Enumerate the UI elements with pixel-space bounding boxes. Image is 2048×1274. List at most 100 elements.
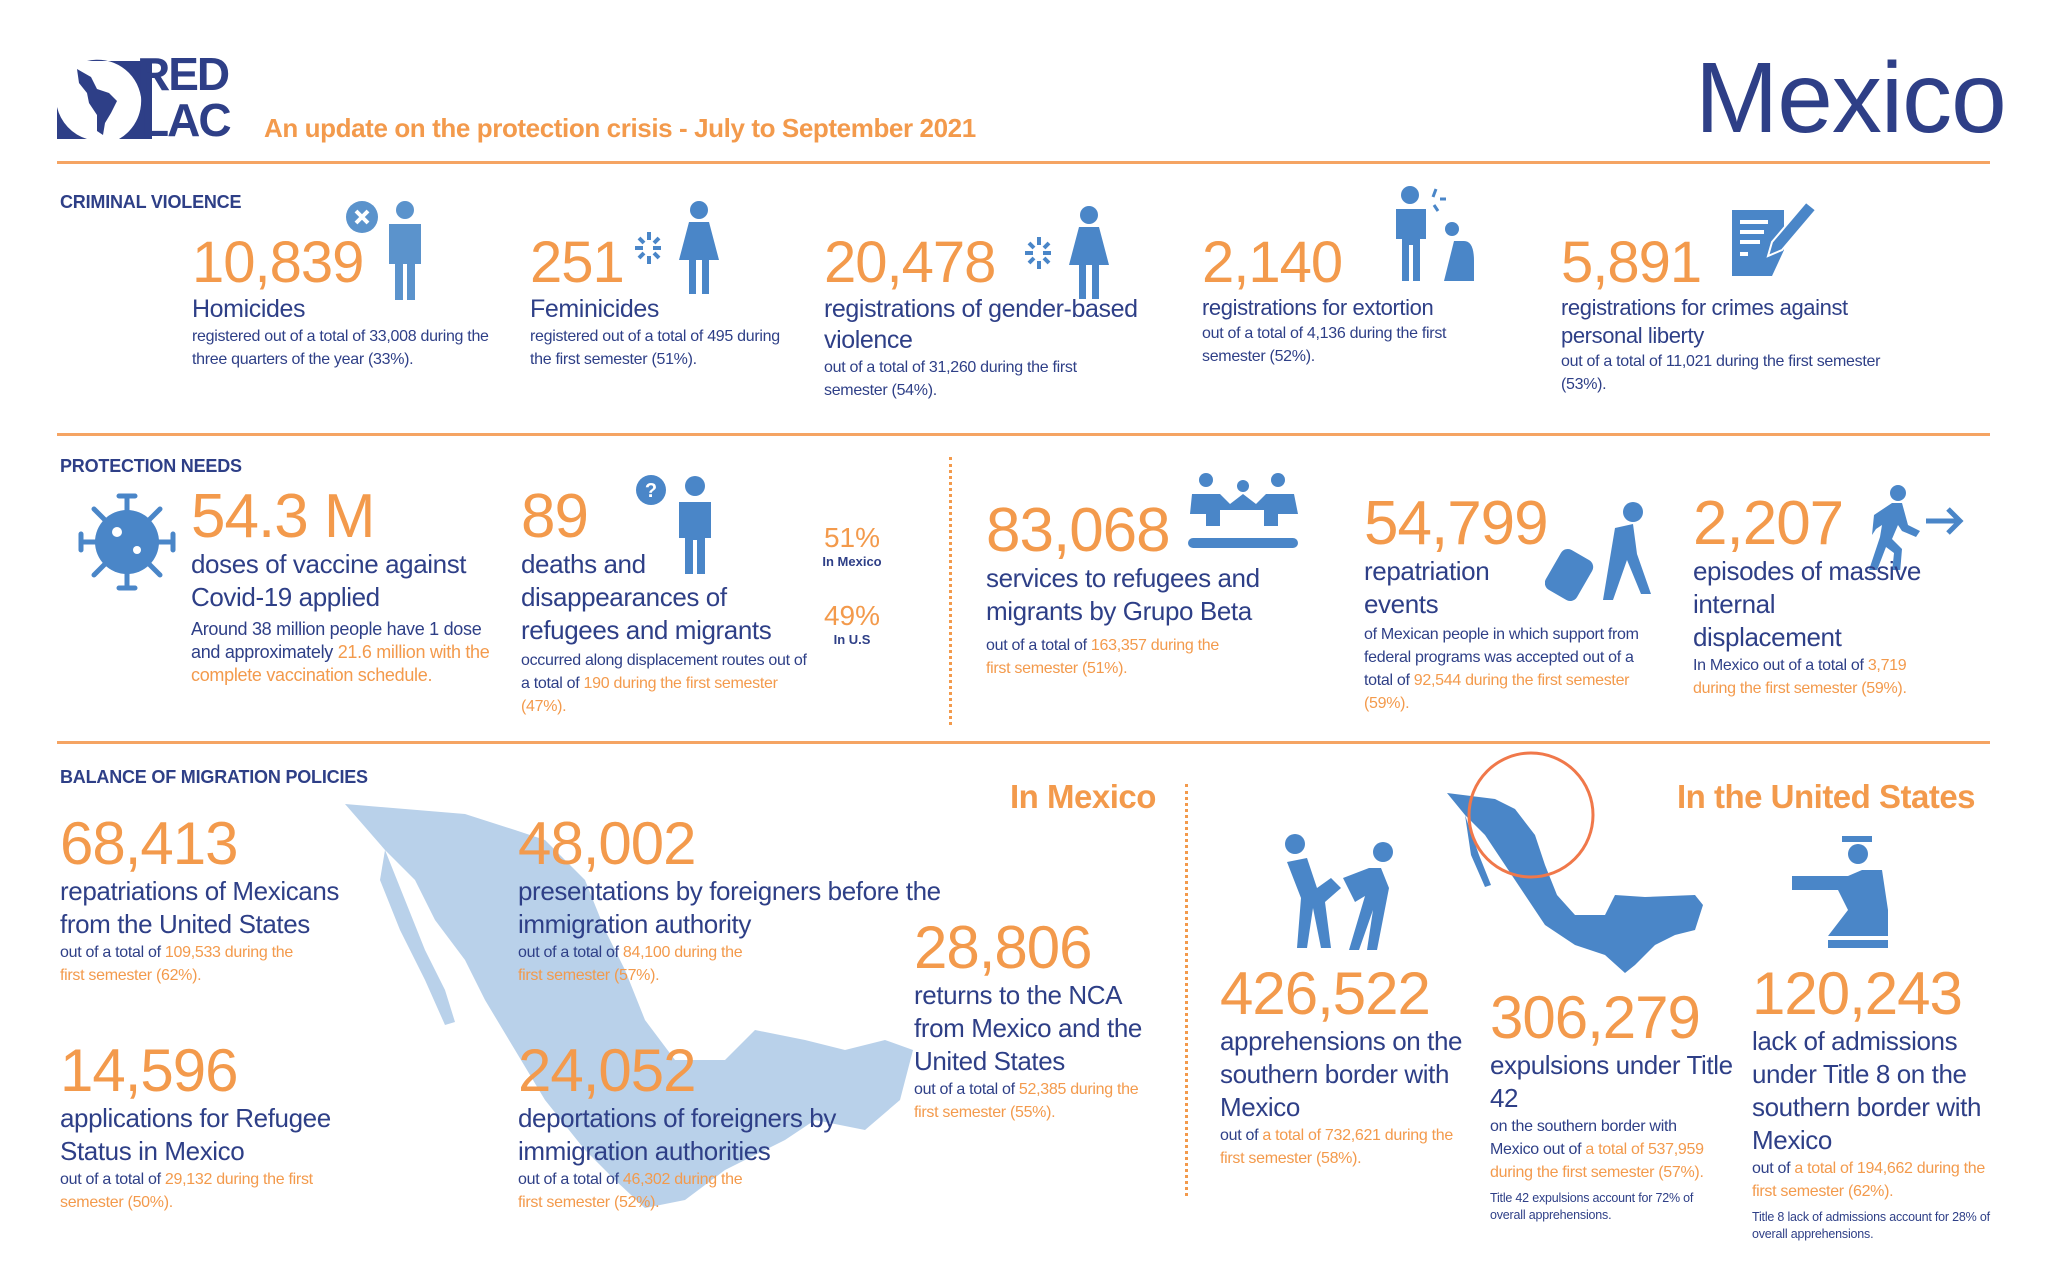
desc-text: out of a total of [60, 1171, 161, 1188]
traveler-luggage-icon [1545, 502, 1651, 601]
stat-desc: out of a total of 4,136 during the first… [1202, 325, 1447, 365]
section-title-criminal-violence: CRIMINAL VIOLENCE [60, 192, 242, 212]
stat-label: repatriations of Mexicans from the Unite… [60, 876, 340, 939]
stat-label: services to refugees and migrants by Gru… [986, 563, 1260, 626]
section-title-migration-policies: BALANCE OF MIGRATION POLICIES [60, 767, 368, 787]
stat-presentations-immigration: 48,002 presentations by foreigners befor… [518, 813, 948, 987]
stat-note: Title 8 lack of admissions account for 2… [1752, 1210, 1990, 1241]
header-subtitle: An update on the protection crisis - Jul… [264, 113, 976, 143]
stat-label: lack of admissions under Title 8 on the … [1752, 1026, 1982, 1155]
mexico-map-background [345, 804, 913, 1208]
desc-highlight: a total of 537,959 during the first seme… [1490, 1141, 1704, 1181]
woman-violence-icon [1025, 206, 1109, 299]
stat-value: 20,478 [824, 230, 996, 295]
stat-value: 54.3 M [191, 482, 376, 551]
split-label: In U.S [833, 632, 871, 647]
desc-highlight: 92,544 during the first semester (59%). [1364, 672, 1630, 712]
desc-text: out of a total of [914, 1081, 1015, 1098]
stat-value: 28,806 [914, 914, 1093, 981]
split-in-mexico: 51% In Mexico [812, 522, 892, 569]
stat-label: doses of vaccine against Covid-19 applie… [191, 549, 467, 612]
stat-value: 2,207 [1693, 489, 1844, 558]
country-title: Mexico [1695, 42, 2007, 154]
desc-highlight: 3,719 during the first semester (59%). [1693, 657, 1907, 697]
divider [57, 741, 1990, 744]
stat-title-42-expulsions: 306,279 expulsions under Title 42 on the… [1490, 987, 1740, 1224]
stat-value: 426,522 [1220, 960, 1431, 1027]
stat-desc: registered out of a total of 33,008 duri… [192, 328, 489, 368]
virus-icon [78, 493, 176, 591]
stat-feminicides: 251 Feminicides registered out of a tota… [530, 232, 800, 371]
stat-value: 251 [530, 230, 625, 295]
logo-text-red: RED [137, 48, 230, 100]
stat-desc: In Mexico out of a total of 3,719 during… [1693, 654, 1953, 700]
stat-label: applications for Refugee Status in Mexic… [60, 1103, 331, 1166]
desc-text: on the southern border with Mexico out o… [1490, 1118, 1677, 1158]
stat-gender-based-violence: 20,478 registrations of gender-based vio… [824, 232, 1144, 402]
desc-highlight: 29,132 during the first semester (50%). [60, 1171, 313, 1211]
stat-desc: out of a total of 11,021 during the firs… [1561, 353, 1881, 393]
desc-text: out of a total of [518, 944, 619, 961]
stat-label: returns to the NCA from Mexico and the U… [914, 980, 1142, 1076]
desc-text: In Mexico out of a total of [1693, 657, 1864, 674]
desc-text: out of [1220, 1127, 1259, 1144]
heading-in-mexico: In Mexico [1010, 778, 1156, 815]
stat-desc: out of a total of 109,533 during the fir… [60, 941, 320, 987]
stat-label: Homicides [192, 295, 306, 323]
stat-label: presentations by foreigners before the i… [518, 876, 941, 939]
document-pen-icon [1732, 200, 1818, 276]
desc-highlight: 21.6 million with the complete vaccinati… [191, 642, 490, 685]
desc-highlight: 84,100 during the first semester (57%). [518, 944, 743, 984]
section-title-protection-needs: PROTECTION NEEDS [60, 456, 242, 476]
split-in-us: 49% In U.S [812, 600, 892, 647]
stat-label: apprehensions on the southern border wit… [1220, 1026, 1463, 1122]
stat-refugee-applications: 14,596 applications for Refugee Status i… [60, 1040, 420, 1214]
desc-text: out of a total of [60, 944, 161, 961]
split-percent: 49% [823, 600, 881, 631]
stat-desc: out of a total of 194,662 during the fir… [1752, 1157, 2002, 1203]
stat-label: expulsions under Title 42 [1490, 1050, 1733, 1113]
desc-highlight: a total of 732,621 during the first seme… [1220, 1127, 1453, 1167]
stat-label: deportations of foreigners by immigratio… [518, 1103, 836, 1166]
stat-value: 10,839 [192, 230, 364, 295]
extortion-icon [1396, 186, 1474, 281]
divider [57, 161, 1990, 164]
stat-internal-displacement: 2,207 episodes of massive internal displ… [1693, 493, 1993, 700]
stat-value: 24,052 [518, 1037, 697, 1104]
stat-crimes-personal-liberty: 5,891 registrations for crimes against p… [1561, 232, 1901, 396]
desc-highlight: 109,533 during the first semester (62%). [60, 944, 293, 984]
stat-value: 48,002 [518, 810, 697, 877]
desc-text: out of a total of [986, 637, 1087, 654]
stat-vaccine: 54.3 M doses of vaccine against Covid-19… [191, 486, 511, 687]
stat-extortion: 2,140 registrations for extortion out of… [1202, 232, 1482, 368]
stat-homicides: 10,839 Homicides registered out of a tot… [192, 232, 492, 371]
stat-desc: out of a total of 732,621 during the fir… [1220, 1124, 1470, 1170]
stat-label: registrations of gender-based violence [824, 295, 1138, 354]
desc-highlight: 46,302 during the first semester (52%). [518, 1171, 743, 1211]
stat-desc: out of a total of 163,357 during the fir… [986, 634, 1236, 680]
desc-text: out of a total of [518, 1171, 619, 1188]
desc-highlight: 190 during the first semester (47%). [521, 675, 778, 715]
logo-text-lac: LAC [141, 94, 232, 146]
stat-value: 54,799 [1364, 489, 1549, 558]
stat-desc: on the southern border with Mexico out o… [1490, 1115, 1720, 1184]
globe-americas-icon [57, 59, 152, 139]
person-question-icon: ? [636, 475, 711, 574]
stat-deportations: 24,052 deportations of foreigners by imm… [518, 1040, 898, 1214]
stat-desc: out of a total of 52,385 during the firs… [914, 1078, 1164, 1124]
stat-apprehensions: 426,522 apprehensions on the southern bo… [1220, 963, 1480, 1170]
dotted-divider [949, 457, 952, 725]
woman-violence-icon [635, 201, 719, 294]
redlac-logo: RED LAC [57, 51, 242, 146]
desc-text: of Mexican people in which support from … [1364, 626, 1639, 689]
desc-text: occurred along displacement routes out o… [521, 652, 807, 692]
desc-text: out of [1752, 1160, 1791, 1177]
stat-label: registrations for crimes against persona… [1561, 295, 1848, 348]
stat-label: Feminicides [530, 295, 659, 323]
stat-returns-nca: 28,806 returns to the NCA from Mexico an… [914, 917, 1164, 1124]
stat-desc: occurred along displacement routes out o… [521, 649, 811, 718]
stat-desc: registered out of a total of 495 during … [530, 328, 780, 368]
stat-desc: out of a total of 31,260 during the firs… [824, 359, 1077, 399]
stat-deaths-disappearances: 89 deaths and disappearances of refugees… [521, 486, 811, 718]
stat-value: 14,596 [60, 1037, 239, 1104]
